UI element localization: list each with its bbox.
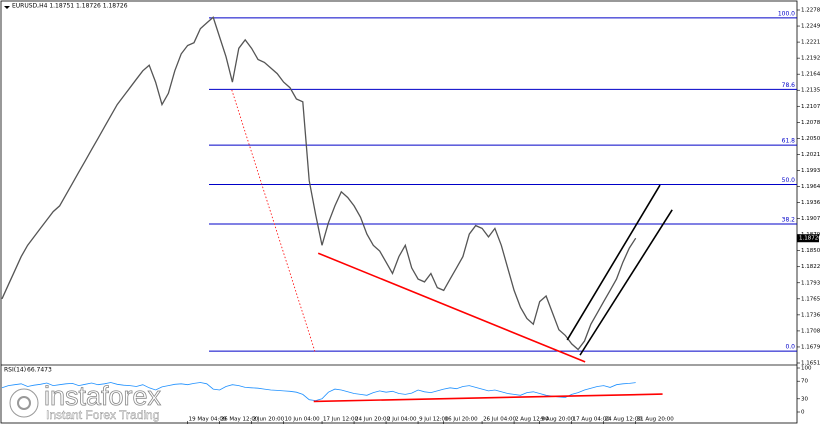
trend-line [231,89,316,352]
y-tick-label: 1.19645 [801,184,820,190]
x-tick-label: 31 Aug 20:00 [637,417,675,423]
x-tick-label: 24 Aug 12:00 [605,417,643,423]
y-tick-label: 1.20500 [801,136,820,142]
frame [0,0,798,424]
x-tick-label: 2 Jun 20:00 [253,417,285,423]
trend-line [579,209,673,356]
trend-line [317,252,586,363]
y-tick-label: 1.20785 [801,120,820,126]
trend-line [313,393,663,403]
x-tick-label: 2 Aug 12:00 [515,417,549,423]
logo-tagline: Instant Forex Trading [46,408,159,422]
y-tick-label: 1.18505 [801,248,820,254]
y-tick-label: 1.19360 [801,200,820,206]
y-tick-label: 1.22495 [801,24,820,30]
y-tick-label: 1.17935 [801,280,820,286]
x-tick-label: 26 May 12:00 [221,417,259,423]
x-tick-label: 17 Aug 04:00 [573,417,611,423]
y-tick-label: 1.16510 [801,361,820,367]
fib-label: 38.2 [782,216,796,223]
fib-label: 0.0 [785,344,795,351]
trend-line [566,184,661,341]
y-tick-label: 1.17080 [801,328,820,334]
y-tick-label: 1.19075 [801,216,820,222]
fib-label: 50.0 [782,177,796,184]
rsi-line [1,382,636,402]
x-tick-label: 17 Jun 12:00 [323,417,358,423]
fib-label: 100.0 [778,10,795,17]
y-tick-label: 1.17650 [801,296,820,302]
logo-icon [9,388,39,418]
rsi-value: 66.7473 [27,367,52,374]
logo-icon-inner [17,396,31,410]
fib-label: 61.8 [782,138,796,145]
y-tick-label: 1.21070 [801,104,820,110]
y-tick-label: 1.22210 [801,40,820,46]
y-tick-label: 1.19930 [801,168,820,174]
rsi-title: RSI(14) [4,367,26,374]
x-tick-label: 26 Jul 04:00 [483,417,516,423]
logo-brand: instaforex [44,381,162,411]
y-tick-label: 1.21355 [801,88,820,94]
price-line [1,16,637,351]
y-tick-label: 1.21640 [801,72,820,78]
x-tick-label: 24 Jun 20:00 [355,417,390,423]
y-tick-label: 30 [801,396,808,402]
y-tick-label: 100 [801,366,812,372]
x-tick-label: 2 Jul 04:00 [387,417,417,423]
symbol-header: EURUSD,H4 1.18751 1.18726 1.18726 [12,3,128,10]
y-tick-label: 70 [801,379,808,385]
x-tick-label: 19 May 04:00 [189,417,227,423]
header-arrow [4,6,10,9]
y-tick-label: 1.20215 [801,152,820,158]
x-tick-label: 9 Aug 20:00 [541,417,575,423]
y-tick-label: 1.21925 [801,56,820,62]
y-tick-label: 1.17365 [801,312,820,318]
y-tick-label: 0 [801,410,805,416]
x-tick-label: 10 Jun 04:00 [285,417,320,423]
fib-label: 78.6 [782,82,796,89]
y-tick-label: 1.16795 [801,344,820,350]
x-tick-label: 16 Jul 20:00 [445,417,478,423]
price-tag-label: 1.18726 [799,236,820,242]
price-tag [797,234,819,243]
y-tick-label: 1.22780 [801,8,820,14]
y-tick-label: 1.18220 [801,264,820,270]
x-tick-label: 9 Jul 12:00 [419,417,449,423]
